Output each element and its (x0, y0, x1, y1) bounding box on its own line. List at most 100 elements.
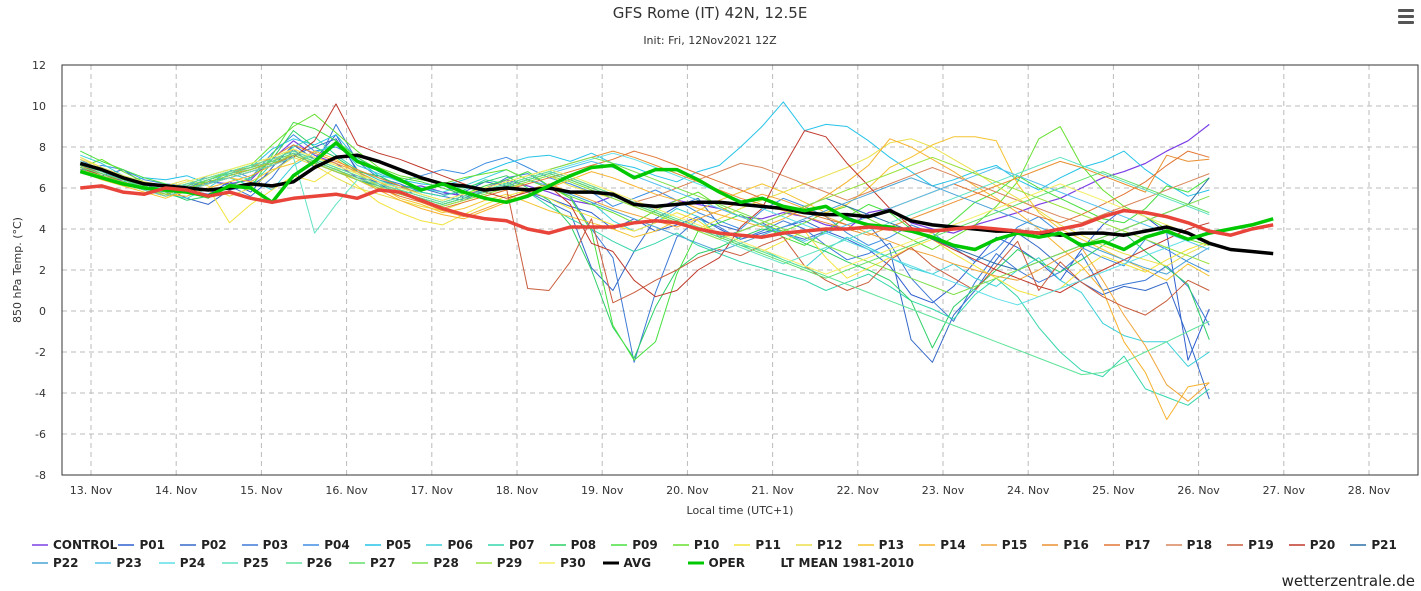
series-line-p12[interactable] (80, 138, 1210, 267)
legend-item-p23[interactable]: P23 (95, 554, 158, 572)
x-tick-label: 25. Nov (1092, 484, 1135, 497)
legend-swatch (303, 544, 320, 546)
legend-label: P17 (1124, 538, 1151, 552)
series-line-p10[interactable] (80, 113, 1210, 250)
series-line-p20[interactable] (80, 103, 1210, 298)
legend-label: CONTROL (53, 538, 118, 552)
legend-item-p11[interactable]: P11 (734, 536, 796, 554)
legend-item-p01[interactable]: P01 (118, 536, 180, 554)
legend-swatch (796, 544, 813, 546)
legend-swatch (611, 544, 628, 546)
legend-label: P06 (447, 538, 473, 552)
series-line-p09[interactable] (80, 121, 1210, 361)
series-line-p29[interactable] (80, 154, 1210, 265)
legend-swatch (857, 544, 874, 546)
legend-item-lt-mean-1981-2010[interactable]: LT MEAN 1981-2010 (776, 554, 914, 572)
hamburger-menu-icon[interactable] (1396, 6, 1416, 26)
legend-item-p07[interactable]: P07 (488, 536, 550, 554)
legend-item-p17[interactable]: P17 (1103, 536, 1166, 554)
series-line-p03[interactable] (80, 123, 1210, 363)
legend-item-p15[interactable]: P15 (980, 536, 1043, 554)
legend-swatch (1103, 544, 1120, 546)
legend-label: P02 (201, 538, 227, 552)
legend-label: P30 (560, 556, 586, 570)
legend-label: P11 (755, 538, 781, 552)
legend-label: P15 (1001, 538, 1028, 552)
legend-item-p18[interactable]: P18 (1165, 536, 1228, 554)
series-line-p13[interactable] (80, 136, 1210, 281)
legend-item-p09[interactable]: P09 (611, 536, 673, 554)
series-line-oper[interactable] (79, 141, 1274, 252)
x-tick-label: 16. Nov (325, 484, 368, 497)
y-tick-label: 0 (39, 305, 46, 318)
series-line-lt-mean-1981-2010[interactable] (80, 184, 1274, 239)
legend-item-p03[interactable]: P03 (241, 536, 304, 554)
series-line-avg[interactable] (79, 153, 1274, 256)
legend-item-p16[interactable]: P16 (1042, 536, 1104, 554)
legend-label: P10 (693, 538, 720, 552)
y-axis: -8 -6 -4 -2 0 2 4 6 8 10 12 (32, 59, 46, 482)
legend-label: P03 (262, 538, 289, 552)
legend-item-p13[interactable]: P13 (857, 536, 920, 554)
legend-item-p05[interactable]: P05 (364, 536, 427, 554)
x-axis: 13. Nov 14. Nov 15. Nov 16. Nov 17. Nov 18. N… (70, 484, 1391, 497)
legend-item-control[interactable]: CONTROL (32, 536, 118, 554)
legend-item-p12[interactable]: P12 (796, 536, 858, 554)
legend-item-p30[interactable]: P30 (539, 554, 602, 572)
legend-item-avg[interactable]: AVG (602, 554, 688, 572)
legend-swatch (1288, 544, 1305, 546)
legend-item-p04[interactable]: P04 (303, 536, 365, 554)
legend-swatch (488, 544, 505, 546)
x-tick-label: 17. Nov (411, 484, 454, 497)
legend-item-p02[interactable]: P02 (180, 536, 242, 554)
chart-title: GFS Rome (IT) 42N, 12.5E (613, 4, 808, 22)
legend-item-p22[interactable]: P22 (32, 554, 95, 572)
y-tick-label: 12 (32, 59, 46, 72)
legend-label: P18 (1186, 538, 1213, 552)
source-credit: wetterzentrale.de (1281, 572, 1415, 590)
legend-item-p14[interactable]: P14 (919, 536, 981, 554)
legend-item-p27[interactable]: P27 (348, 554, 412, 572)
legend-item-p24[interactable]: P24 (158, 554, 222, 572)
legend-swatch (1042, 544, 1059, 546)
series-line-p16[interactable] (80, 144, 1210, 236)
legend-item-p21[interactable]: P21 (1350, 536, 1412, 554)
legend-item-p25[interactable]: P25 (222, 554, 285, 572)
legend-swatch (602, 561, 619, 565)
series-line-p05[interactable] (80, 101, 1210, 197)
legend-label: P09 (632, 538, 658, 552)
legend-item-p19[interactable]: P19 (1227, 536, 1289, 554)
series-line-p27[interactable] (80, 152, 1210, 279)
legend-label: P05 (385, 538, 412, 552)
legend-swatch (118, 544, 135, 546)
legend-item-p08[interactable]: P08 (549, 536, 612, 554)
legend-item-p06[interactable]: P06 (426, 536, 488, 554)
legend-swatch (1350, 544, 1367, 546)
legend-label: P22 (53, 556, 79, 570)
legend-item-p10[interactable]: P10 (672, 536, 735, 554)
legend-swatch (687, 561, 704, 565)
legend-swatch (364, 544, 381, 546)
legend-swatch (180, 544, 197, 546)
legend-item-oper[interactable]: OPER (687, 554, 776, 572)
series-line-p14[interactable] (80, 138, 1210, 421)
legend-swatch (32, 544, 48, 546)
x-tick-label: 14. Nov (155, 484, 198, 497)
legend-swatch (241, 544, 258, 546)
legend-item-p26[interactable]: P26 (285, 554, 349, 572)
x-tick-label: 26. Nov (1177, 484, 1220, 497)
series-line-p11[interactable] (80, 160, 1210, 298)
legend-swatch (426, 544, 443, 546)
legend-row: CONTROL P01 P02 P03 P04 P05 P06 P07 P08 P09 P10 P11… (32, 536, 1412, 554)
series-line-p04[interactable] (80, 134, 1210, 273)
legend-label: P27 (369, 556, 396, 570)
legend-swatch (285, 562, 302, 564)
legend-swatch (672, 544, 689, 546)
legend-item-p28[interactable]: P28 (412, 554, 475, 572)
legend: CONTROL P01 P02 P03 P04 P05 P06 P07 P08 P09 P10 P11… (32, 536, 1412, 572)
y-tick-label: 10 (32, 100, 46, 113)
y-tick-label: 4 (39, 223, 46, 236)
legend-label: P16 (1063, 538, 1089, 552)
legend-item-p29[interactable]: P29 (475, 554, 539, 572)
legend-item-p20[interactable]: P20 (1288, 536, 1351, 554)
